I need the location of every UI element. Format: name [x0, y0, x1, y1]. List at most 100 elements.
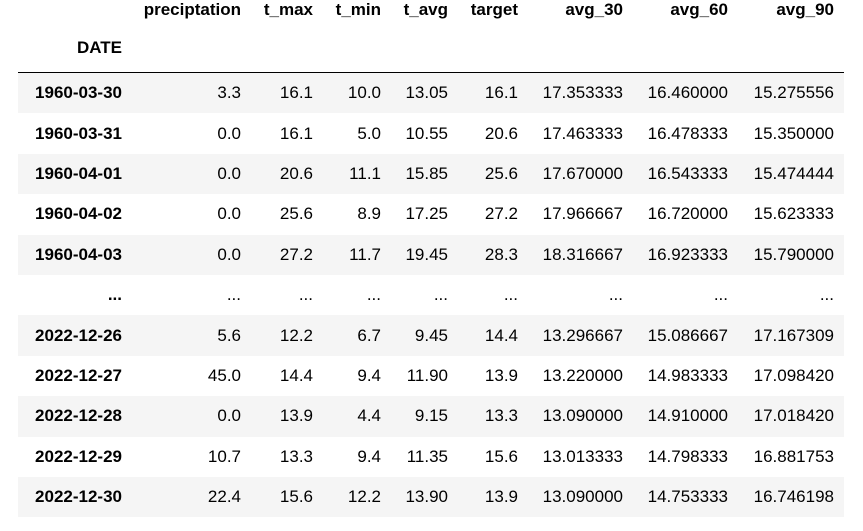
- table-row: 1960-04-02 0.0 25.6 8.9 17.25 27.2 17.966667 16…: [18, 194, 844, 235]
- table-cell: 0.0: [217, 163, 241, 183]
- table-cell: 27.2: [279, 244, 313, 264]
- table-cell: 10.55: [405, 123, 448, 143]
- row-index: 1960-03-30: [35, 83, 122, 103]
- table-row: 2022-12-30 22.4 15.6 12.2 13.90 13.9 13.090000…: [18, 476, 844, 518]
- table-cell: 10.7: [207, 446, 241, 466]
- table-cell: 9.4: [357, 446, 381, 466]
- table-cell: 18.316667: [542, 244, 623, 264]
- dataframe-output: preciptation t_max t_min t_avg target av…: [18, 0, 844, 518]
- column-header: avg_30: [565, 0, 623, 19]
- column-header: t_min: [335, 0, 381, 19]
- table-cell: 22.4: [207, 487, 241, 507]
- table-cell: 17.353333: [542, 83, 623, 103]
- table-cell: 27.2: [484, 204, 518, 224]
- table-cell: 9.45: [414, 325, 448, 345]
- table-cell: ...: [226, 285, 241, 305]
- table-row: 2022-12-29 10.7 13.3 9.4 11.35 15.6 13.013333 1…: [18, 436, 844, 477]
- table-cell: 13.9: [484, 487, 518, 507]
- table-cell: 11.90: [406, 365, 448, 385]
- table-cell: 4.4: [357, 406, 381, 426]
- row-index: 2022-12-30: [35, 487, 122, 507]
- column-header: t_max: [263, 0, 313, 19]
- table-cell: 15.85: [405, 163, 448, 183]
- table-body: 1960-03-30 3.3 16.1 10.0 13.05 16.1 17.353333 1…: [18, 72, 844, 518]
- table-cell: 13.3: [484, 406, 518, 426]
- table-cell: 13.9: [279, 406, 313, 426]
- column-header: t_avg: [403, 0, 448, 19]
- table-cell: 17.167309: [753, 325, 834, 345]
- row-index: 1960-04-01: [35, 163, 122, 183]
- table-row: 2022-12-26 5.6 12.2 6.7 9.45 14.4 13.296667 15.…: [18, 315, 844, 356]
- table-cell: 16.1: [484, 83, 518, 103]
- table-cell: 17.463333: [542, 123, 623, 143]
- column-header-row: preciptation t_max t_min t_avg target av…: [18, 0, 844, 24]
- table-cell: 28.3: [484, 244, 518, 264]
- ellipsis-row: ...........................: [18, 274, 844, 316]
- table-cell: 3.3: [217, 83, 241, 103]
- table-header: preciptation t_max t_min t_avg target av…: [18, 0, 844, 73]
- table-cell: 17.018420: [753, 406, 834, 426]
- table-cell: 13.05: [405, 83, 448, 103]
- table-cell: 9.4: [357, 365, 381, 385]
- table-cell: ...: [298, 285, 313, 305]
- table-row: 1960-04-03 0.0 27.2 11.7 19.45 28.3 18.316667 1…: [18, 234, 844, 275]
- table-cell: 13.090000: [542, 487, 623, 507]
- table-cell: 16.923333: [647, 244, 728, 264]
- table-cell: 11.35: [406, 446, 448, 466]
- dataframe-table: preciptation t_max t_min t_avg target av…: [18, 0, 844, 518]
- row-index: 2022-12-28: [35, 406, 122, 426]
- table-cell: 13.296667: [542, 325, 623, 345]
- table-cell: 13.090000: [542, 406, 623, 426]
- table-cell: 16.1: [279, 83, 313, 103]
- column-header: avg_90: [776, 0, 834, 19]
- table-cell: 20.6: [279, 163, 313, 183]
- table-cell: 13.3: [279, 446, 313, 466]
- table-cell: 0.0: [217, 204, 241, 224]
- table-row: 2022-12-28 0.0 13.9 4.4 9.15 13.3 13.090000 14.…: [18, 396, 844, 437]
- table-cell: 6.7: [357, 325, 381, 345]
- table-cell: 19.45: [405, 244, 448, 264]
- table-cell: 17.25: [405, 204, 448, 224]
- table-cell: 9.15: [414, 406, 448, 426]
- row-index: 2022-12-29: [35, 446, 122, 466]
- table-cell: 15.275556: [753, 83, 834, 103]
- table-cell: 13.9: [484, 365, 518, 385]
- table-cell: 14.910000: [647, 406, 728, 426]
- table-cell: 10.0: [347, 83, 381, 103]
- table-cell: 5.6: [217, 325, 241, 345]
- row-index: 1960-04-03: [35, 244, 122, 264]
- column-header: preciptation: [143, 0, 241, 19]
- row-index: 1960-04-02: [35, 204, 122, 224]
- table-cell: 25.6: [484, 163, 518, 183]
- table-cell: ...: [819, 285, 834, 305]
- table-cell: 25.6: [279, 204, 313, 224]
- table-cell: 14.753333: [647, 487, 728, 507]
- table-row: 2022-12-27 45.0 14.4 9.4 11.90 13.9 13.220000 1…: [18, 355, 844, 397]
- table-cell: 12.2: [279, 325, 313, 345]
- table-cell: 17.098420: [753, 365, 834, 385]
- table-cell: 16.460000: [647, 83, 728, 103]
- table-cell: ...: [366, 285, 381, 305]
- table-cell: 15.350000: [753, 123, 834, 143]
- table-cell: 15.790000: [753, 244, 834, 264]
- row-index: ...: [107, 285, 122, 305]
- table-cell: 0.0: [217, 406, 241, 426]
- header-corner: [18, 0, 132, 24]
- table-cell: 0.0: [217, 123, 241, 143]
- table-cell: 15.086667: [647, 325, 728, 345]
- table-cell: 5.0: [357, 123, 381, 143]
- table-cell: ...: [503, 285, 518, 305]
- table-cell: 13.013333: [542, 446, 623, 466]
- table-cell: 17.670000: [542, 163, 623, 183]
- table-cell: 8.9: [357, 204, 381, 224]
- table-cell: 20.6: [484, 123, 518, 143]
- column-header: target: [470, 0, 518, 19]
- row-index: 1960-03-31: [35, 123, 122, 143]
- table-cell: 11.7: [349, 244, 381, 264]
- table-cell: ...: [713, 285, 728, 305]
- table-cell: 11.1: [349, 163, 381, 183]
- table-cell: 16.746198: [753, 487, 834, 507]
- table-cell: 14.4: [279, 365, 313, 385]
- table-cell: 14.798333: [647, 446, 728, 466]
- table-cell: ...: [433, 285, 448, 305]
